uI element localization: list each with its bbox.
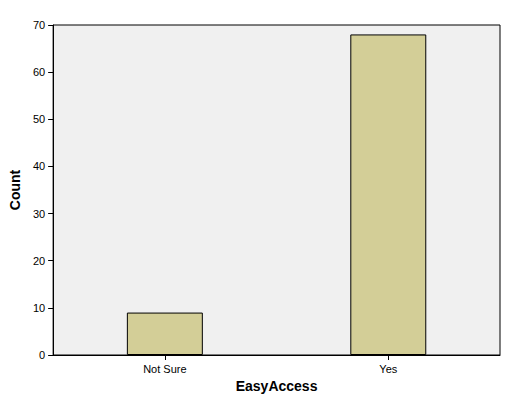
svg-text:20: 20 (33, 255, 45, 267)
svg-text:60: 60 (33, 66, 45, 78)
svg-text:Not Sure: Not Sure (143, 363, 186, 375)
svg-text:50: 50 (33, 113, 45, 125)
svg-text:Count: Count (7, 169, 23, 210)
svg-text:70: 70 (33, 19, 45, 31)
svg-text:30: 30 (33, 208, 45, 220)
svg-text:0: 0 (39, 349, 45, 361)
svg-text:10: 10 (33, 302, 45, 314)
svg-text:EasyAccess: EasyAccess (236, 378, 318, 394)
svg-text:Yes: Yes (379, 363, 397, 375)
svg-text:40: 40 (33, 160, 45, 172)
